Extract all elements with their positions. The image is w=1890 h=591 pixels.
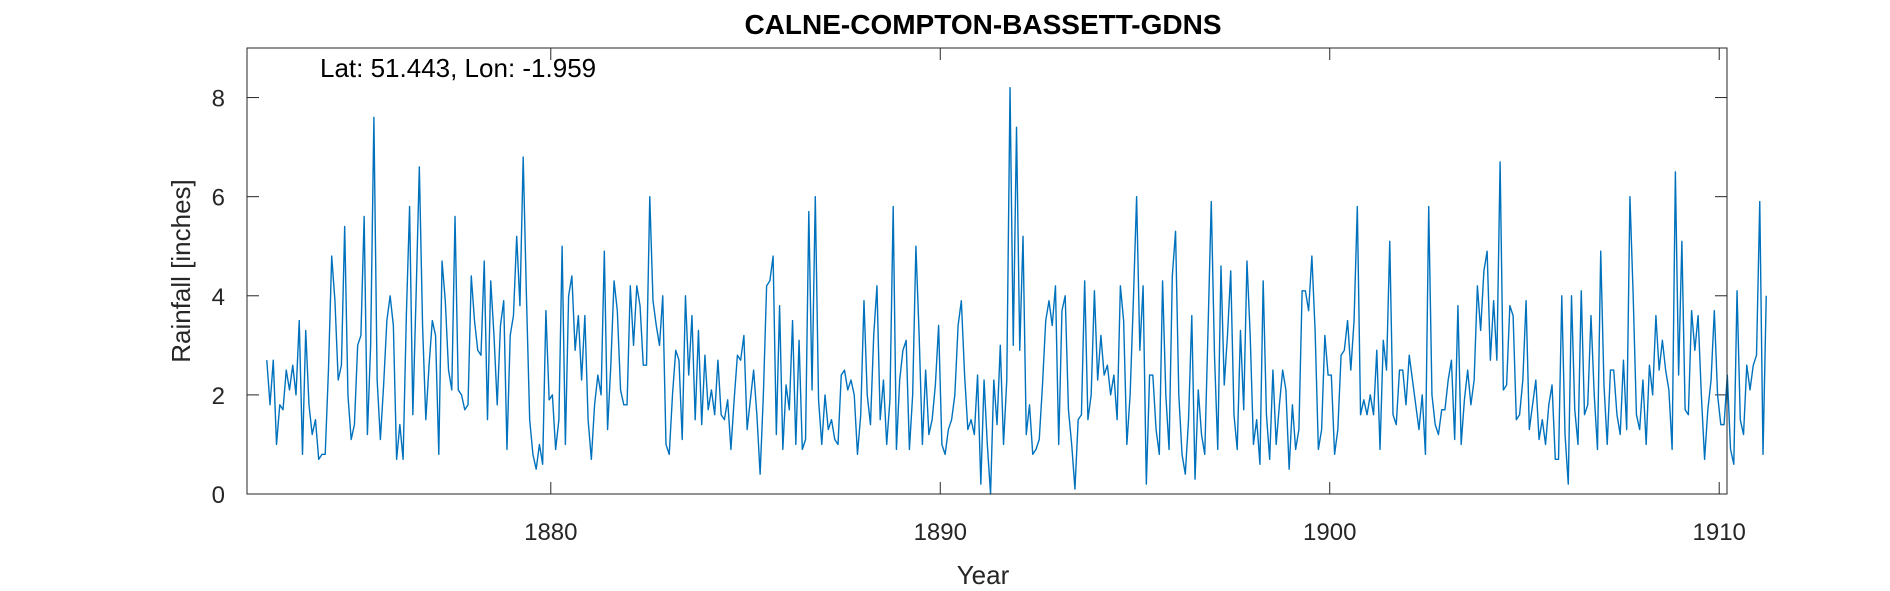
axes-box xyxy=(246,47,1728,495)
location-annotation: Lat: 51.443, Lon: -1.959 xyxy=(320,53,596,83)
x-tick-label: 1900 xyxy=(1303,519,1356,546)
y-tick-label: 0 xyxy=(212,482,225,509)
x-tick-label: 1910 xyxy=(1693,519,1746,546)
tick-labels-layer: 1880 1890 1900 1910 0 2 4 6 8 xyxy=(212,86,1746,546)
rainfall-series-line xyxy=(266,86,1767,495)
y-axis-label: Rainfall [inches] xyxy=(166,179,196,363)
x-tick-label: 1890 xyxy=(914,519,967,546)
y-tick-label: 2 xyxy=(212,383,225,410)
ticks-layer xyxy=(247,48,1727,495)
y-tick-label: 6 xyxy=(212,185,225,212)
plot-area xyxy=(247,48,1727,494)
x-axis-label: Year xyxy=(957,560,1010,590)
chart-title: CALNE-COMPTON-BASSETT-GDNS xyxy=(744,9,1221,40)
y-tick-label: 8 xyxy=(212,86,225,113)
x-tick-label: 1880 xyxy=(524,519,577,546)
y-tick-label: 4 xyxy=(212,284,225,311)
